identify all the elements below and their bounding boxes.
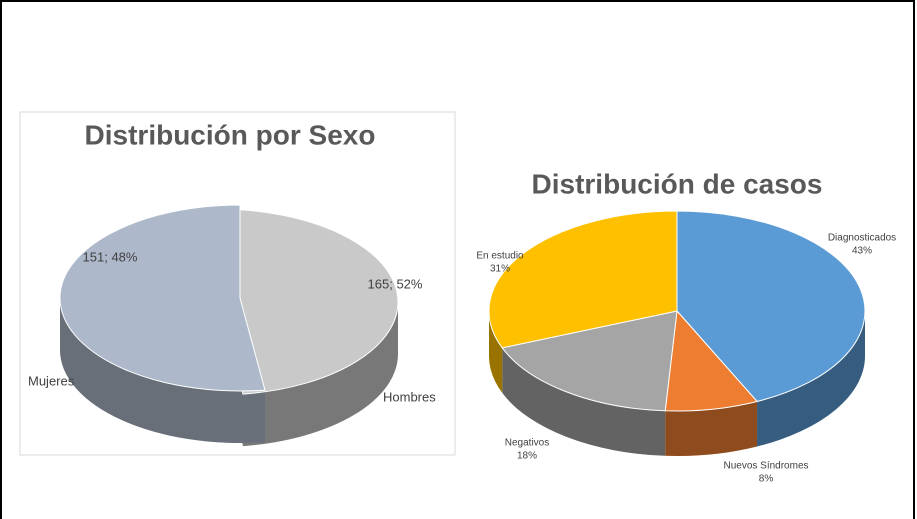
- slice-wall: [489, 311, 503, 393]
- category-label: Diagnosticados: [828, 233, 896, 244]
- chart-title: Distribución de casos: [532, 168, 823, 199]
- slice: [676, 210, 866, 403]
- slice-wall: [757, 311, 865, 447]
- slice: [217, 208, 399, 395]
- value-label: 43%: [852, 246, 872, 257]
- value-label: 165; 52%: [368, 276, 423, 291]
- value-label: 151; 48%: [83, 249, 138, 264]
- slice-wall-shade: [489, 311, 503, 393]
- category-label: En estudio: [476, 251, 524, 262]
- slice: [488, 210, 678, 349]
- value-label: 8%: [759, 474, 774, 485]
- slice-wall-shade: [665, 401, 758, 456]
- slice-wall: [60, 298, 265, 443]
- slice-wall: [242, 302, 398, 447]
- category-label: Mujeres: [28, 373, 75, 388]
- chart-title: Distribución por Sexo: [85, 119, 376, 150]
- chart-frame: [19, 111, 456, 456]
- slice-wall: [502, 347, 666, 456]
- value-label: 18%: [517, 451, 537, 462]
- slice-wall-shade: [242, 302, 398, 447]
- slice: [664, 309, 758, 412]
- slice: [501, 310, 678, 412]
- category-label: Negativos: [505, 438, 549, 449]
- slice-wall-shade: [757, 311, 865, 447]
- category-label: Nuevos Síndromes: [723, 461, 808, 472]
- slice-wall-shade: [502, 347, 666, 456]
- category-label: Hombres: [383, 389, 436, 404]
- slice-wall: [665, 401, 758, 456]
- slice-wall-shade: [60, 298, 265, 443]
- slice: [59, 204, 266, 392]
- value-label: 31%: [490, 264, 510, 275]
